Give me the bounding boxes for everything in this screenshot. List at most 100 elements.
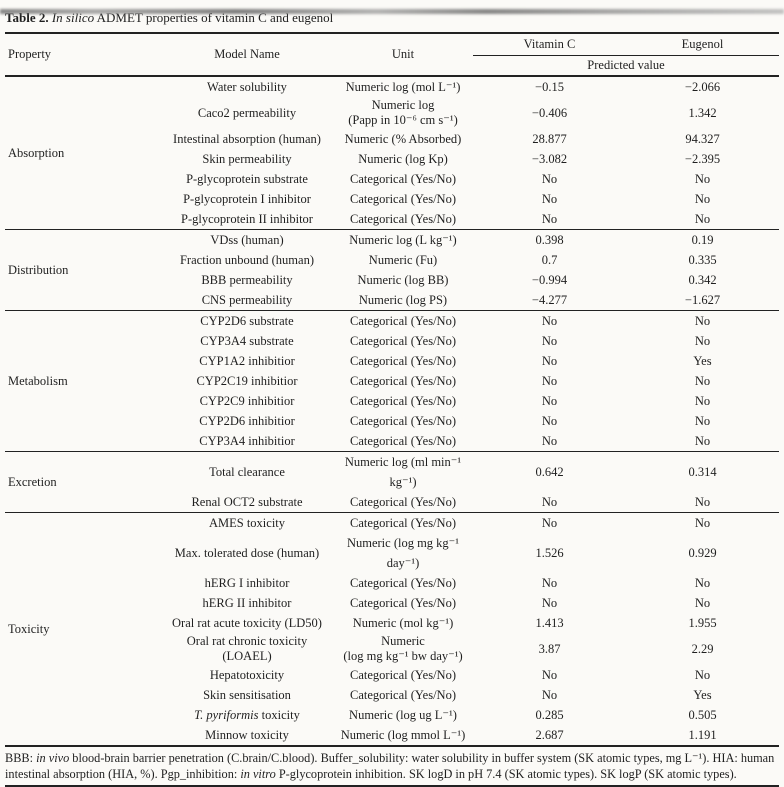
unit-cell: Numeric (Fu) [368, 253, 438, 267]
model-name-cell: CYP3A4 substrate [200, 334, 294, 348]
unit-cell: Categorical (Yes/No) [350, 516, 456, 530]
header-unit: Unit [391, 47, 415, 61]
model-name-cell: T. pyriformis toxicity [194, 708, 300, 722]
table-row: CYP3A4 inhibitior Categorical (Yes/No) No N… [5, 431, 779, 452]
eugenol-value-cell: −1.627 [684, 293, 721, 307]
vitamin-c-value-cell: 2.687 [535, 728, 564, 742]
model-name-cell: Renal OCT2 substrate [191, 495, 303, 509]
footnote-italic-segment: in vitro [240, 766, 276, 781]
unit-cell: Categorical (Yes/No) [350, 394, 456, 408]
vitamin-c-value-cell: No [541, 192, 558, 206]
unit-cell: Numeric (mol kg⁻¹) [352, 616, 454, 630]
eugenol-value-cell: 1.191 [688, 728, 717, 742]
model-name-cell: Minnow toxicity [205, 728, 289, 742]
unit-cell: Categorical (Yes/No) [350, 688, 456, 702]
unit-cell: Categorical (Yes/No) [350, 576, 456, 590]
footnote-italic-segment: in vivo [36, 751, 70, 765]
vitamin-c-value-cell: −0.406 [531, 106, 568, 120]
section-toxicity: Toxicity AMES toxicity Categorical (Yes/No… [5, 512, 779, 746]
table-row: Oral rat chronic toxicity (LOAEL) Numeric… [5, 633, 779, 665]
scan-artifact-top-smudge [0, 9, 784, 14]
model-name-cell: CYP3A4 inhibitior [199, 434, 295, 448]
eugenol-value-cell: Yes [693, 688, 712, 702]
eugenol-value-cell: No [694, 394, 711, 408]
vitamin-c-value-cell: No [541, 374, 558, 388]
vitamin-c-value-cell: No [541, 334, 558, 348]
vitamin-c-value-cell: −4.277 [531, 293, 568, 307]
footnote-segment: BBB: [5, 751, 37, 765]
unit-cell: Categorical (Yes/No) [350, 192, 456, 206]
unit-cell: Categorical (Yes/No) [350, 434, 456, 448]
model-name-cell: CNS permeability [201, 293, 293, 307]
eugenol-value-cell: 94.327 [685, 132, 720, 146]
unit-cell: Categorical (Yes/No) [350, 354, 456, 368]
eugenol-value-cell: No [694, 334, 711, 348]
header-row-1: Property Model Name Unit Vitamin C Eugen… [5, 33, 779, 61]
unit-cell: Numeric (log ug L⁻¹) [349, 708, 457, 722]
table-row: CYP2D6 inhibitior Categorical (Yes/No) No N… [5, 411, 779, 431]
unit-cell: Numeric log (L kg⁻¹) [349, 233, 457, 247]
eugenol-value-cell: No [694, 192, 711, 206]
table-row: Fraction unbound (human) Numeric (Fu) 0.7 0… [5, 250, 779, 270]
unit-cell: Numeric (log Kp) [358, 152, 448, 166]
eugenol-value-cell: No [694, 668, 711, 682]
section-absorption: Absorption Water solubility Numeric log (m… [5, 76, 779, 230]
vitamin-c-value-cell: No [541, 414, 558, 428]
table-row: Minnow toxicity Numeric (log mmol L⁻¹) 2.6… [5, 725, 779, 746]
model-name-cell: VDss (human) [210, 233, 284, 247]
model-name-cell: Fraction unbound (human) [179, 253, 314, 267]
unit-cell: Numeric (log mmol L⁻¹) [340, 728, 466, 742]
vitamin-c-value-cell: No [541, 668, 558, 682]
model-name-cell: Water solubility [207, 80, 287, 94]
vitamin-c-value-cell: No [541, 212, 558, 226]
table-row: P-glycoprotein substrate Categorical (Yes… [5, 169, 779, 189]
footnote-segment: P-glycoprotein inhibition. SK logD in pH… [275, 766, 737, 781]
eugenol-value-cell: No [694, 414, 711, 428]
vitamin-c-value-cell: No [541, 394, 558, 408]
table-row: BBB permeability Numeric (log BB) −0.994 0.… [5, 270, 779, 290]
admet-properties-table: Property Model Name Unit Vitamin C Eugen… [5, 32, 779, 747]
unit-cell: Numeric (log BB) [357, 273, 449, 287]
eugenol-value-cell: 0.342 [688, 273, 717, 287]
unit-cell: Numeric (log mg kg⁻¹ bw day⁻¹) [343, 634, 463, 663]
eugenol-value-cell: 0.335 [688, 253, 717, 267]
table-row: Skin sensitisation Categorical (Yes/No) No… [5, 685, 779, 705]
unit-cell: Numeric (log PS) [358, 293, 448, 307]
table-row: Caco2 permeability Numeric log (Papp in 1… [5, 97, 779, 129]
eugenol-value-cell: 0.505 [688, 708, 717, 722]
header-predicted-value: Predicted value [473, 54, 779, 76]
vitamin-c-value-cell: 1.413 [535, 616, 564, 630]
vitamin-c-value-cell: No [541, 576, 558, 590]
property-cell: Distribution [8, 263, 69, 277]
vitamin-c-value-cell: 1.526 [535, 546, 564, 560]
unit-cell: Categorical (Yes/No) [350, 374, 456, 388]
eugenol-value-cell: −2.395 [684, 152, 721, 166]
header-vitamin-c: Vitamin C [523, 36, 576, 51]
property-cell: Excretion [8, 475, 57, 489]
model-name-cell: P-glycoprotein I inhibitor [183, 192, 311, 206]
eugenol-value-cell: No [694, 434, 711, 448]
table-row: Distribution VDss (human) Numeric log (L k… [5, 230, 779, 277]
table-row: Toxicity AMES toxicity Categorical (Yes/No… [5, 513, 779, 636]
vitamin-c-value-cell: −3.082 [531, 152, 568, 166]
vitamin-c-value-cell: 28.877 [532, 132, 567, 146]
unit-cell: Numeric log (mol L⁻¹) [345, 80, 461, 94]
table-row: Renal OCT2 substrate Categorical (Yes/No)… [5, 492, 779, 513]
table-row: Metabolism CYP2D6 substrate Categorical (Y… [5, 311, 779, 388]
model-name-cell: Intestinal absorption (human) [173, 132, 321, 146]
model-name-cell: CYP2C9 inhibitior [199, 394, 295, 408]
eugenol-value-cell: No [694, 576, 711, 590]
header-eugenol: Eugenol [681, 36, 724, 51]
unit-cell: Categorical (Yes/No) [350, 668, 456, 682]
eugenol-value-cell: 0.19 [691, 233, 714, 247]
eugenol-value-cell: No [694, 596, 711, 610]
eugenol-value-cell: 1.955 [688, 616, 717, 630]
eugenol-value-cell: No [694, 374, 711, 388]
eugenol-value-cell: No [694, 495, 711, 509]
vitamin-c-value-cell: No [541, 495, 558, 509]
model-name-cell: CYP2D6 inhibitior [199, 414, 295, 428]
vitamin-c-value-cell: 0.398 [535, 233, 564, 247]
unit-cell: Categorical (Yes/No) [350, 172, 456, 186]
table-row: CNS permeability Numeric (log PS) −4.277 −1… [5, 290, 779, 311]
table-row: CYP1A2 inhibitior Categorical (Yes/No) No Y… [5, 351, 779, 371]
